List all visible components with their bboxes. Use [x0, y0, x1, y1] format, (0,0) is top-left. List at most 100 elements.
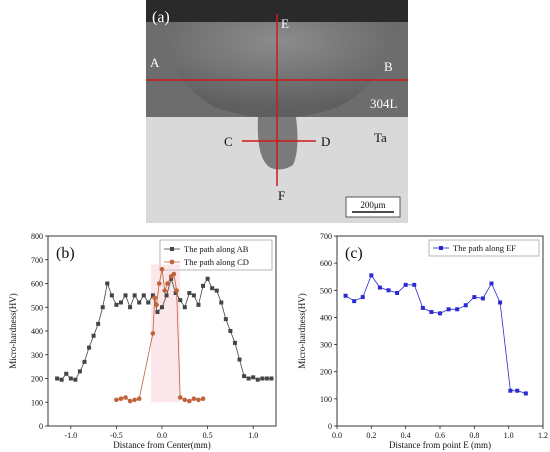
plot-b-point-the-path-along-cd: [154, 302, 159, 308]
plot-c-ylabel: Micro-hardness(HV): [297, 293, 307, 368]
label-d: D: [321, 134, 330, 149]
plot-c-point-the-path-along-ef: [480, 296, 485, 301]
plot-b-point-the-path-along-cd: [200, 396, 206, 401]
plot-b-point-the-path-along-ab: [77, 369, 82, 374]
plot-b-point-the-path-along-ab: [196, 302, 201, 307]
plot-b-legend-box: [159, 239, 273, 271]
plot-b-legend-cd-label: The path along CD: [184, 257, 249, 267]
plot-b-ytick-label: 500: [31, 303, 43, 312]
plot-b-xtick-label: 1.0: [248, 431, 258, 440]
plot-b-point-the-path-along-ab: [105, 281, 110, 286]
plot-b-point-the-path-along-cd: [150, 331, 156, 336]
plot-b-point-the-path-along-cd: [182, 397, 188, 403]
plot-c-point-the-path-along-ef: [412, 282, 417, 287]
plot-c-ytick-label: 700: [320, 232, 332, 241]
plot-c-xtick-label: 0.4: [401, 431, 411, 440]
plot-c-legend-ef-label: The path along EF: [453, 243, 516, 253]
plot-b-point-the-path-along-ab: [155, 310, 160, 314]
plot-b-point-the-path-along-ab: [260, 376, 265, 381]
plot-b-point-the-path-along-ab: [100, 305, 105, 310]
plot-c-point-the-path-along-ef: [352, 299, 357, 304]
material-ta: Ta: [374, 130, 387, 145]
plot-c-ytick-label: 300: [320, 341, 332, 350]
plot-c-point-the-path-along-ef: [489, 281, 494, 286]
plot-c-point-the-path-along-ef: [463, 303, 468, 308]
plot-c-point-the-path-along-ef: [360, 295, 365, 300]
plot-b-legend: The path along AB The path along CD: [159, 239, 273, 271]
plot-c-xtick-label: 0.8: [469, 431, 479, 440]
micrograph-panel-label: (a): [152, 9, 170, 26]
plot-b-point-the-path-along-ab: [68, 376, 73, 381]
plot-c-point-the-path-along-ef: [420, 305, 425, 310]
plot-b-xtick-label: -1.0: [64, 431, 77, 440]
plot-b-point-the-path-along-ab: [255, 377, 260, 382]
plot-c-legend-box: [428, 239, 540, 257]
plot-b-point-the-path-along-ab: [123, 293, 128, 298]
plot-b-point-the-path-along-ab: [214, 288, 219, 293]
plot-b-point-the-path-along-ab: [173, 291, 178, 295]
label-f: F: [278, 188, 285, 203]
plot-b-point-the-path-along-ab: [109, 293, 114, 298]
plot-b-point-the-path-along-cd: [127, 398, 133, 404]
plot-c-xtick-label: 1.2: [538, 431, 548, 440]
plot-b-point-the-path-along-cd: [171, 271, 177, 277]
micrograph-panel: (a) E A B 304L C D Ta F 200μm: [146, 0, 408, 223]
plot-b-point-the-path-along-cd: [174, 288, 179, 293]
plot-b-point-the-path-along-ab: [178, 298, 183, 303]
plot-b-point-the-path-along-cd: [196, 397, 201, 403]
plot-b-ytick-label: 600: [31, 280, 43, 289]
label-c: C: [224, 134, 233, 149]
plot-b-xtick-label: -0.5: [110, 431, 123, 440]
label-b: B: [384, 59, 393, 74]
plot-c-ytick-label: 0: [328, 422, 332, 431]
plot-b-point-the-path-along-cd: [136, 396, 142, 401]
plot-b-point-the-path-along-ab: [210, 286, 215, 291]
plot-c-point-the-path-along-ef: [455, 307, 460, 312]
plot-b-legend-ab-marker: [170, 247, 174, 251]
plot-c-legend: The path along EF: [428, 239, 540, 257]
plot-b-point-the-path-along-ab: [132, 293, 137, 298]
plot-c-ytick-label: 400: [320, 313, 332, 322]
plot-c-point-the-path-along-ef: [343, 293, 348, 298]
plot-b-xtick-label: 0.0: [157, 431, 167, 440]
plot-c-xlabel: Distance from point E (mm): [389, 440, 491, 450]
plot-b-ytick-label: 100: [31, 398, 43, 407]
scale-bar-label: 200μm: [360, 200, 385, 210]
plot-b-xlabel: Distance from Center(mm): [113, 440, 210, 450]
weld-pool: [160, 22, 396, 118]
plot-b-point-the-path-along-ab: [251, 375, 256, 380]
plot-c-point-the-path-along-ef: [377, 285, 382, 290]
plot-c-panel-label: (c): [345, 245, 363, 262]
plot-c-point-the-path-along-ef: [403, 282, 408, 287]
plot-b-ytick-label: 700: [31, 256, 43, 265]
plot-b-point-the-path-along-cd: [159, 266, 165, 272]
plot-c-xtick-label: 0.0: [332, 431, 342, 440]
plot-c-point-the-path-along-ef: [386, 288, 391, 293]
plot-b-point-the-path-along-ab: [82, 359, 87, 364]
plot-c-ytick-label: 200: [320, 368, 332, 377]
plot-b-point-the-path-along-ab: [96, 321, 101, 326]
plot-c-ytick-label: 600: [320, 259, 332, 268]
plot-b-ylabel: Micro-hardness(HV): [8, 293, 18, 368]
plot-c-xtick-label: 0.6: [435, 431, 445, 440]
plot-b-point-the-path-along-ab: [55, 376, 60, 381]
plot-b-ytick-label: 800: [31, 232, 43, 241]
plot-c-point-the-path-along-ef: [369, 273, 374, 278]
plot-b-point-the-path-along-ab: [242, 374, 247, 379]
plot-b-point-the-path-along-ab: [237, 357, 242, 362]
plot-b-point-the-path-along-ab: [160, 305, 164, 310]
plot-b-point-the-path-along-cd: [187, 398, 192, 404]
plot-b-point-the-path-along-ab: [91, 333, 96, 338]
plot-b-point-the-path-along-cd: [177, 395, 183, 400]
plot-b-xtick-label: 0.5: [203, 431, 213, 440]
material-304l: 304L: [370, 96, 398, 111]
plot-c-xtick-label: 0.2: [366, 431, 376, 440]
plot-b-point-the-path-along-cd: [114, 397, 119, 403]
plot-b-point-the-path-along-ab: [191, 293, 196, 298]
plot-b-point-the-path-along-cd: [165, 281, 170, 286]
plot-b-point-the-path-along-ab: [182, 305, 187, 310]
plot-c-point-the-path-along-ef: [438, 311, 442, 316]
plot-b-point-the-path-along-ab: [114, 302, 119, 307]
plot-b-point-the-path-along-ab: [141, 293, 146, 298]
plot-b-ytick-label: 400: [31, 327, 43, 336]
